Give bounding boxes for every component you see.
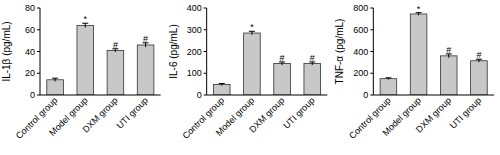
significance-marker: * [83,14,87,24]
significance-marker: # [280,53,285,63]
chart-svg: IL-1β (pg/mL)020406080*##Control groupMo… [0,0,500,155]
y-tick-label: 60 [25,25,35,35]
y-axis [373,8,374,95]
significance-marker: * [417,4,421,14]
bars [380,13,487,95]
y-tick-label: 40 [25,47,35,57]
y-tick-label: 300 [187,25,202,35]
chart-root: IL-1β (pg/mL)020406080*##Control groupMo… [0,0,500,155]
y-tick-label: 0 [30,90,35,100]
bar [77,25,94,95]
y-tick-label: 800 [353,3,368,13]
y-axis-label: IL-1β (pg/mL) [1,21,12,81]
y-tick-label: 20 [25,68,35,78]
x-tick-label: DXM group [414,95,453,134]
significance-marker: * [250,22,254,32]
y-axis-label: IL-6 (pg/mL) [168,24,179,78]
bar [304,63,321,95]
y-tick-label: 600 [353,25,368,35]
panel: TNF-α (pg/mL)0200400600800*##Control gro… [334,3,494,141]
bars [213,31,320,95]
bar [47,80,64,95]
significance-marker: # [143,34,148,44]
y-tick-label: 0 [363,90,368,100]
significance-marker: # [476,50,481,60]
y-tick-label: 200 [187,47,202,57]
y-tick-label: 80 [25,3,35,13]
significance-marker: # [310,53,315,63]
y-tick-label: 0 [197,90,202,100]
bar [274,63,291,95]
bar [244,33,261,95]
y-tick-label: 200 [353,68,368,78]
x-tick-label: UTI group [115,95,150,130]
y-axis [40,8,41,95]
bar [440,56,457,95]
bars [47,23,154,95]
significance-marker: # [113,40,118,50]
bar [137,45,154,95]
y-tick-label: 400 [353,47,368,57]
x-tick-label: DXM group [247,95,286,134]
y-tick-label: 400 [187,3,202,13]
x-tick-label: DXM group [81,95,120,134]
y-tick-label: 100 [187,68,202,78]
bar [213,85,230,95]
bar [410,14,427,95]
error-bar [219,83,225,85]
bar [471,61,488,95]
bar [380,79,397,95]
x-tick-label: UTI group [448,95,483,130]
error-bar [52,78,58,81]
panel: IL-1β (pg/mL)020406080*##Control groupMo… [1,3,161,141]
bar [107,50,124,95]
error-bar [385,78,391,80]
panel: IL-6 (pg/mL)0100200300400*##Control grou… [168,3,328,141]
x-tick-label: UTI group [281,95,316,130]
y-axis-label: TNF-α (pg/mL) [334,19,345,85]
significance-marker: # [446,45,451,55]
y-axis [206,8,207,95]
